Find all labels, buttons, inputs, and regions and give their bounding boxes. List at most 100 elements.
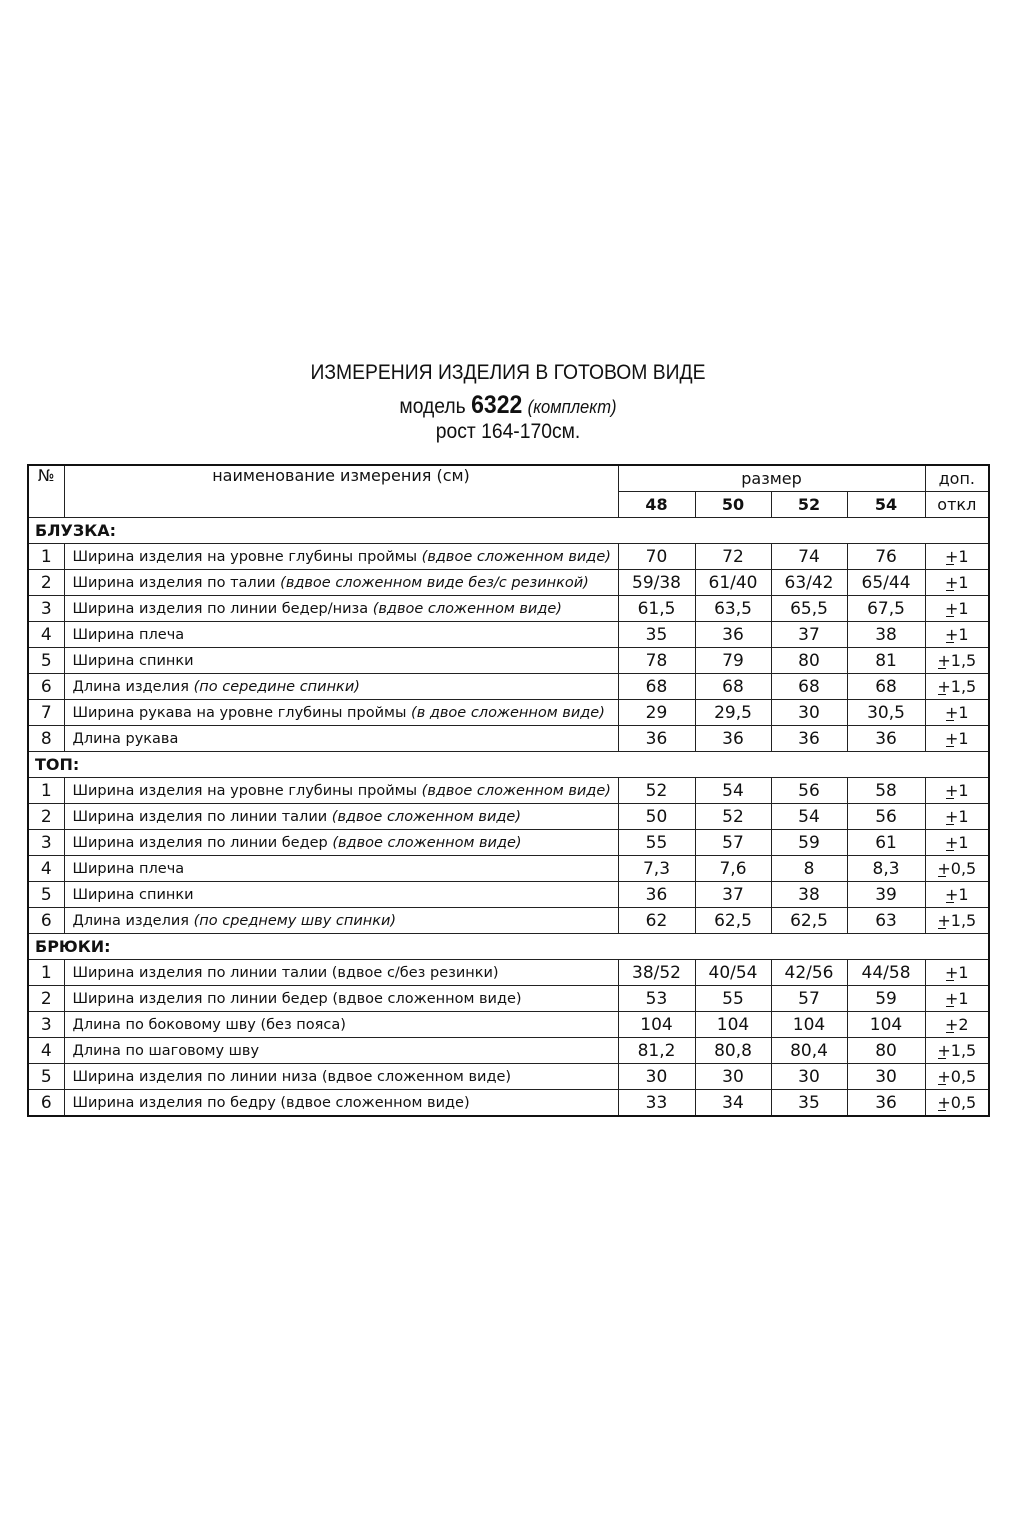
measurement-label: Длина по боковому шву (без пояса) <box>72 1016 346 1033</box>
row-number: 1 <box>27 543 65 570</box>
measurements-table: № наименование измерения (см) размер доп… <box>27 464 991 1117</box>
tolerance-value: +0,5 <box>937 859 977 878</box>
model-label: модель <box>399 395 466 418</box>
value-size-52: 68 <box>770 673 848 700</box>
tolerance: +1 <box>924 985 990 1012</box>
tolerance: +1 <box>924 829 990 856</box>
table-row: 3 Ширина изделия по линии бедер/низа (вдв… <box>27 595 990 622</box>
measurement-name: Ширина изделия по линии низа (вдвое слож… <box>63 1063 619 1090</box>
value-size-54: 61 <box>846 829 926 856</box>
model-number: 6322 <box>471 391 523 419</box>
value-size-50: 62,5 <box>694 907 772 934</box>
tolerance: +1 <box>924 595 990 622</box>
measurement-note: (вдвое сложенном виде) <box>421 782 611 799</box>
measurement-label: Ширина изделия по линии бедер <box>72 834 333 851</box>
table-row: 7 Ширина рукава на уровне глубины проймы … <box>27 699 990 726</box>
section-title: БРЮКИ: <box>27 933 990 960</box>
value-size-48: 81,2 <box>617 1037 696 1064</box>
measurement-label: Ширина изделия по линии талии <box>72 808 332 825</box>
tolerance-value: +1 <box>945 703 969 722</box>
tolerance: +1 <box>924 569 990 596</box>
value-size-52: 54 <box>770 803 848 830</box>
table-row: 5 Ширина спинки 36 37 38 39 +1 <box>27 881 990 908</box>
measurement-note: (вдвое сложенном виде) <box>372 600 562 617</box>
measurement-label: Ширина плеча <box>72 860 185 877</box>
value-size-54: 38 <box>846 621 926 648</box>
section-row: БРЮКИ: <box>27 933 990 960</box>
value-size-50: 36 <box>694 621 772 648</box>
value-size-48: 50 <box>617 803 696 830</box>
value-size-50: 29,5 <box>694 699 772 726</box>
value-size-54: 67,5 <box>846 595 926 622</box>
value-size-48: 78 <box>617 647 696 674</box>
tolerance: +0,5 <box>924 1063 990 1090</box>
tolerance-value: +1 <box>945 781 969 800</box>
measurement-name: Ширина изделия по бедру (вдвое сложенном… <box>63 1089 619 1117</box>
value-size-52: 59 <box>770 829 848 856</box>
measurement-label: Ширина изделия на уровне глубины проймы <box>72 548 422 565</box>
measurement-name: Длина изделия (по среднему шву спинки) <box>63 907 619 934</box>
measurement-label: Длина изделия <box>72 678 194 695</box>
value-size-54: 30,5 <box>846 699 926 726</box>
tolerance-value: +0,5 <box>937 1093 977 1112</box>
tolerance: +1,5 <box>924 1037 990 1064</box>
size-48: 48 <box>617 491 696 518</box>
tolerance-value: +0,5 <box>937 1067 977 1086</box>
value-size-48: 36 <box>617 881 696 908</box>
value-size-48: 30 <box>617 1063 696 1090</box>
value-size-52: 42/56 <box>770 959 848 986</box>
tolerance: +1 <box>924 881 990 908</box>
value-size-52: 104 <box>770 1011 848 1038</box>
measurement-label: Ширина изделия по талии <box>72 574 281 591</box>
measurement-name: Ширина спинки <box>63 647 619 674</box>
measurement-note: (в двое сложенном виде) <box>411 704 605 721</box>
tolerance-value: +1,5 <box>937 911 977 930</box>
value-size-54: 36 <box>846 1089 926 1117</box>
table-row: 3 Длина по боковому шву (без пояса) 104 104… <box>27 1011 990 1038</box>
table-row: 4 Длина по шаговому шву 81,2 80,8 80,4 80 +1,5 <box>27 1037 990 1064</box>
value-size-50: 36 <box>694 725 772 752</box>
table-row: 1 Ширина изделия по линии талии (вдвое с/… <box>27 959 990 986</box>
value-size-52: 57 <box>770 985 848 1012</box>
value-size-50: 40/54 <box>694 959 772 986</box>
measurement-name: Длина рукава <box>63 725 619 752</box>
value-size-52: 8 <box>770 855 848 882</box>
tolerance: +2 <box>924 1011 990 1038</box>
value-size-52: 38 <box>770 881 848 908</box>
row-number: 3 <box>27 829 65 856</box>
measurement-note: (по среднему шву спинки) <box>193 912 397 929</box>
value-size-50: 79 <box>694 647 772 674</box>
value-size-48: 7,3 <box>617 855 696 882</box>
value-size-50: 54 <box>694 777 772 804</box>
document-title: ИЗМЕРЕНИЯ ИЗДЕЛИЯ В ГОТОВОМ ВИДЕ <box>310 361 706 384</box>
measurement-label: Ширина плеча <box>72 626 185 643</box>
value-size-54: 81 <box>846 647 926 674</box>
tolerance: +1 <box>924 699 990 726</box>
measurement-name: Ширина рукава на уровне глубины проймы (… <box>63 699 619 726</box>
row-number: 2 <box>27 803 65 830</box>
measurement-name: Ширина изделия по линии бедер (вдвое сло… <box>63 985 619 1012</box>
row-number: 8 <box>27 725 65 752</box>
value-size-54: 44/58 <box>846 959 926 986</box>
tolerance: +1 <box>924 725 990 752</box>
row-number: 6 <box>27 907 65 934</box>
value-size-52: 30 <box>770 1063 848 1090</box>
value-size-54: 68 <box>846 673 926 700</box>
value-size-48: 62 <box>617 907 696 934</box>
measurement-note: (вдвое сложенном виде без/с резинкой) <box>280 574 589 591</box>
value-size-50: 57 <box>694 829 772 856</box>
measurement-name: Ширина изделия по талии (вдвое сложенном… <box>63 569 619 596</box>
tolerance-value: +1,5 <box>937 651 977 670</box>
measurement-label: Ширина рукава на уровне глубины проймы <box>72 704 412 721</box>
value-size-48: 38/52 <box>617 959 696 986</box>
measurement-note: (вдвое сложенном виде) <box>421 548 611 565</box>
value-size-50: 52 <box>694 803 772 830</box>
value-size-48: 36 <box>617 725 696 752</box>
section-title: ТОП: <box>27 751 990 778</box>
value-size-52: 35 <box>770 1089 848 1117</box>
measurement-note: (вдвое сложенном виде) <box>331 808 522 825</box>
height-range: рост 164-170см. <box>435 420 581 443</box>
value-size-48: 59/38 <box>617 569 696 596</box>
measurement-label: Ширина изделия по линии низа (вдвое слож… <box>72 1068 512 1085</box>
tolerance: +1 <box>924 959 990 986</box>
